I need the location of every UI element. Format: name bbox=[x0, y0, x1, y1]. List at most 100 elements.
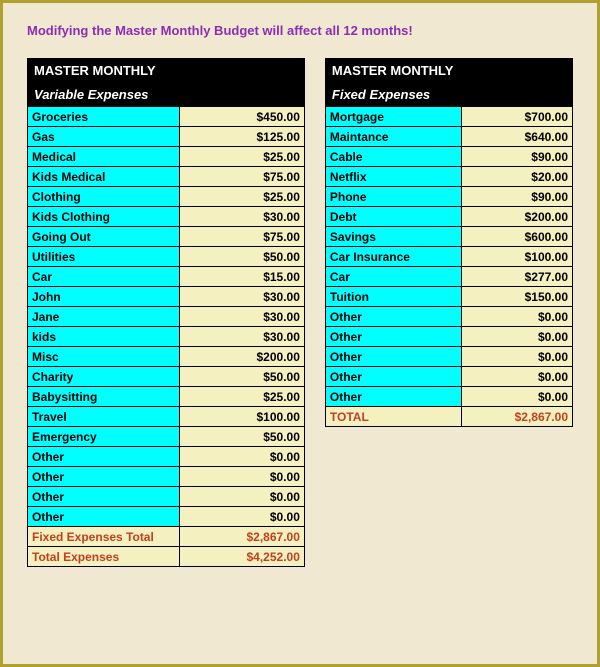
table-row: Other$0.00 bbox=[325, 307, 572, 327]
summary-row: Total Expenses$4,252.00 bbox=[28, 547, 305, 567]
table-header: MASTER MONTHLY Fixed Expenses bbox=[325, 59, 572, 107]
expense-label[interactable]: Jane bbox=[28, 307, 180, 327]
expense-value[interactable]: $50.00 bbox=[180, 247, 305, 267]
expense-label[interactable]: Kids Medical bbox=[28, 167, 180, 187]
expense-label[interactable]: Cable bbox=[325, 147, 461, 167]
expense-label[interactable]: Debt bbox=[325, 207, 461, 227]
expense-value[interactable]: $75.00 bbox=[180, 167, 305, 187]
table-title: MASTER MONTHLY bbox=[325, 59, 572, 83]
table-row: Other$0.00 bbox=[325, 347, 572, 367]
expense-label[interactable]: Utilities bbox=[28, 247, 180, 267]
expense-label[interactable]: Babysitting bbox=[28, 387, 180, 407]
table-row: Netflix$20.00 bbox=[325, 167, 572, 187]
expense-label[interactable]: Other bbox=[325, 367, 461, 387]
expense-value[interactable]: $30.00 bbox=[180, 287, 305, 307]
expense-label[interactable]: Emergency bbox=[28, 427, 180, 447]
expense-value[interactable]: $15.00 bbox=[180, 267, 305, 287]
expense-value[interactable]: $0.00 bbox=[180, 467, 305, 487]
expense-value[interactable]: $0.00 bbox=[461, 387, 572, 407]
expense-value[interactable]: $200.00 bbox=[180, 347, 305, 367]
expense-label[interactable]: Savings bbox=[325, 227, 461, 247]
expense-value[interactable]: $0.00 bbox=[461, 307, 572, 327]
expense-value[interactable]: $0.00 bbox=[461, 327, 572, 347]
expense-label[interactable]: Going Out bbox=[28, 227, 180, 247]
table-row: Car$277.00 bbox=[325, 267, 572, 287]
expense-label[interactable]: Other bbox=[28, 487, 180, 507]
expense-value[interactable]: $200.00 bbox=[461, 207, 572, 227]
fixed-expenses-table: MASTER MONTHLY Fixed Expenses Mortgage$7… bbox=[325, 58, 573, 427]
expense-value[interactable]: $600.00 bbox=[461, 227, 572, 247]
expense-label[interactable]: Gas bbox=[28, 127, 180, 147]
summary-value: $2,867.00 bbox=[461, 407, 572, 427]
table-row: Emergency$50.00 bbox=[28, 427, 305, 447]
expense-value[interactable]: $0.00 bbox=[180, 487, 305, 507]
expense-value[interactable]: $30.00 bbox=[180, 327, 305, 347]
expense-label[interactable]: John bbox=[28, 287, 180, 307]
table-row: Phone$90.00 bbox=[325, 187, 572, 207]
expense-value[interactable]: $700.00 bbox=[461, 107, 572, 127]
expense-label[interactable]: Other bbox=[325, 387, 461, 407]
expense-label[interactable]: Groceries bbox=[28, 107, 180, 127]
table-subtitle: Variable Expenses bbox=[28, 83, 305, 107]
expense-label[interactable]: Other bbox=[28, 447, 180, 467]
expense-label[interactable]: Medical bbox=[28, 147, 180, 167]
expense-label[interactable]: Other bbox=[325, 307, 461, 327]
expense-value[interactable]: $50.00 bbox=[180, 367, 305, 387]
expense-value[interactable]: $100.00 bbox=[180, 407, 305, 427]
expense-label[interactable]: Other bbox=[28, 467, 180, 487]
expense-value[interactable]: $0.00 bbox=[461, 367, 572, 387]
table-row: Other$0.00 bbox=[28, 447, 305, 467]
expense-label[interactable]: Netflix bbox=[325, 167, 461, 187]
expense-label[interactable]: Misc bbox=[28, 347, 180, 367]
table-row: Tuition$150.00 bbox=[325, 287, 572, 307]
expense-label[interactable]: Car bbox=[28, 267, 180, 287]
table-body: Mortgage$700.00Maintance$640.00Cable$90.… bbox=[325, 107, 572, 427]
expense-value[interactable]: $25.00 bbox=[180, 147, 305, 167]
expense-value[interactable]: $640.00 bbox=[461, 127, 572, 147]
expense-label[interactable]: Kids Clothing bbox=[28, 207, 180, 227]
summary-label: Total Expenses bbox=[28, 547, 180, 567]
expense-value[interactable]: $20.00 bbox=[461, 167, 572, 187]
table-row: Other$0.00 bbox=[28, 487, 305, 507]
expense-value[interactable]: $25.00 bbox=[180, 187, 305, 207]
table-row: Maintance$640.00 bbox=[325, 127, 572, 147]
summary-row: Fixed Expenses Total$2,867.00 bbox=[28, 527, 305, 547]
table-row: Kids Medical$75.00 bbox=[28, 167, 305, 187]
table-row: Other$0.00 bbox=[325, 387, 572, 407]
expense-value[interactable]: $100.00 bbox=[461, 247, 572, 267]
expense-value[interactable]: $75.00 bbox=[180, 227, 305, 247]
expense-value[interactable]: $0.00 bbox=[461, 347, 572, 367]
expense-label[interactable]: Clothing bbox=[28, 187, 180, 207]
expense-value[interactable]: $125.00 bbox=[180, 127, 305, 147]
expense-label[interactable]: Charity bbox=[28, 367, 180, 387]
table-row: Travel$100.00 bbox=[28, 407, 305, 427]
expense-value[interactable]: $277.00 bbox=[461, 267, 572, 287]
expense-label[interactable]: Phone bbox=[325, 187, 461, 207]
table-row: Clothing$25.00 bbox=[28, 187, 305, 207]
table-row: Other$0.00 bbox=[325, 367, 572, 387]
expense-label[interactable]: kids bbox=[28, 327, 180, 347]
expense-value[interactable]: $30.00 bbox=[180, 207, 305, 227]
expense-label[interactable]: Car Insurance bbox=[325, 247, 461, 267]
expense-value[interactable]: $30.00 bbox=[180, 307, 305, 327]
expense-value[interactable]: $450.00 bbox=[180, 107, 305, 127]
expense-value[interactable]: $50.00 bbox=[180, 427, 305, 447]
expense-label[interactable]: Other bbox=[28, 507, 180, 527]
expense-value[interactable]: $25.00 bbox=[180, 387, 305, 407]
expense-label[interactable]: Other bbox=[325, 347, 461, 367]
expense-label[interactable]: Maintance bbox=[325, 127, 461, 147]
expense-label[interactable]: Mortgage bbox=[325, 107, 461, 127]
tables-wrapper: MASTER MONTHLY Variable Expenses Groceri… bbox=[27, 58, 573, 567]
table-row: Groceries$450.00 bbox=[28, 107, 305, 127]
expense-value[interactable]: $150.00 bbox=[461, 287, 572, 307]
expense-label[interactable]: Tuition bbox=[325, 287, 461, 307]
table-row: Mortgage$700.00 bbox=[325, 107, 572, 127]
expense-label[interactable]: Car bbox=[325, 267, 461, 287]
expense-value[interactable]: $90.00 bbox=[461, 187, 572, 207]
expense-label[interactable]: Other bbox=[325, 327, 461, 347]
expense-label[interactable]: Travel bbox=[28, 407, 180, 427]
expense-value[interactable]: $90.00 bbox=[461, 147, 572, 167]
expense-value[interactable]: $0.00 bbox=[180, 507, 305, 527]
table-row: Going Out$75.00 bbox=[28, 227, 305, 247]
expense-value[interactable]: $0.00 bbox=[180, 447, 305, 467]
